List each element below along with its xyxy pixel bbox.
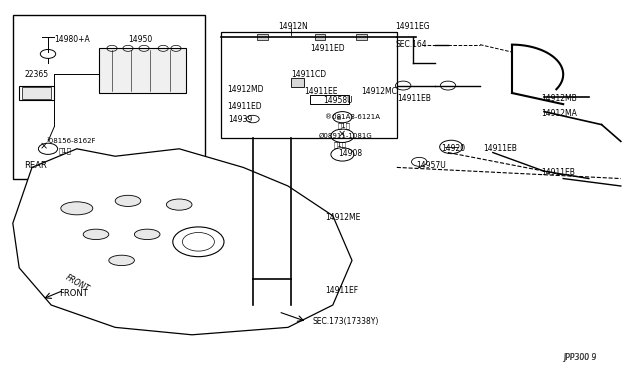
Text: B: B: [337, 116, 340, 121]
Bar: [22, 87, 51, 99]
Text: JPP300 9: JPP300 9: [563, 353, 596, 362]
Text: 14911EE: 14911EE: [304, 87, 337, 96]
Text: （1）: （1）: [59, 147, 72, 154]
Text: 14912MC: 14912MC: [362, 87, 397, 96]
Text: ®081A8-6121A: ®081A8-6121A: [325, 114, 380, 120]
Text: 14957U: 14957U: [416, 161, 445, 170]
Text: 14911EG: 14911EG: [396, 22, 430, 31]
Text: REAR: REAR: [24, 161, 47, 170]
Text: 14911EF: 14911EF: [325, 286, 358, 295]
Ellipse shape: [166, 199, 192, 210]
Ellipse shape: [109, 255, 134, 266]
Bar: [291, 78, 304, 87]
Text: JPP300 9: JPP300 9: [563, 353, 596, 362]
Text: 14908: 14908: [338, 149, 362, 158]
Bar: [315, 34, 325, 40]
Polygon shape: [13, 149, 352, 335]
Bar: [13, 15, 205, 179]
Text: 14912MA: 14912MA: [541, 109, 577, 118]
Text: 14911EB: 14911EB: [541, 169, 575, 177]
Text: 14958U: 14958U: [323, 96, 353, 105]
Text: （1）: （1）: [338, 122, 351, 129]
Text: FRONT: FRONT: [59, 289, 88, 298]
Text: 14911EB: 14911EB: [397, 94, 431, 103]
Text: FRONT: FRONT: [64, 273, 91, 294]
Text: 14912ME: 14912ME: [325, 213, 360, 222]
Text: 14912MD: 14912MD: [227, 85, 264, 94]
Ellipse shape: [83, 229, 109, 240]
Bar: [356, 34, 367, 40]
Text: 14980+A: 14980+A: [54, 35, 90, 44]
Text: 14911CD: 14911CD: [291, 70, 326, 79]
Text: 14912N: 14912N: [278, 22, 308, 31]
Text: 14950: 14950: [128, 35, 152, 44]
Text: ×: ×: [40, 141, 48, 151]
Bar: [257, 34, 268, 40]
Text: SEC.164: SEC.164: [396, 40, 427, 49]
Bar: [221, 32, 397, 138]
Text: ¹08156-8162F: ¹08156-8162F: [46, 138, 95, 144]
Ellipse shape: [115, 195, 141, 206]
Text: 22365: 22365: [24, 70, 49, 79]
Bar: [310, 95, 349, 104]
Text: 14911ED: 14911ED: [310, 44, 345, 53]
Text: 14911ED: 14911ED: [227, 102, 262, 110]
Text: 14911EB: 14911EB: [483, 144, 517, 153]
Ellipse shape: [61, 202, 93, 215]
Text: ×: ×: [337, 129, 346, 139]
Text: Ø08911-1081G: Ø08911-1081G: [319, 133, 372, 139]
Text: 14920: 14920: [442, 144, 466, 153]
Bar: [99, 48, 186, 93]
Text: 14939: 14939: [228, 115, 252, 124]
Text: SEC.173(17338Y): SEC.173(17338Y): [312, 317, 379, 326]
Text: （1）: （1）: [334, 141, 347, 148]
Ellipse shape: [134, 229, 160, 240]
Text: 14912MB: 14912MB: [541, 94, 577, 103]
Bar: [19, 86, 54, 100]
